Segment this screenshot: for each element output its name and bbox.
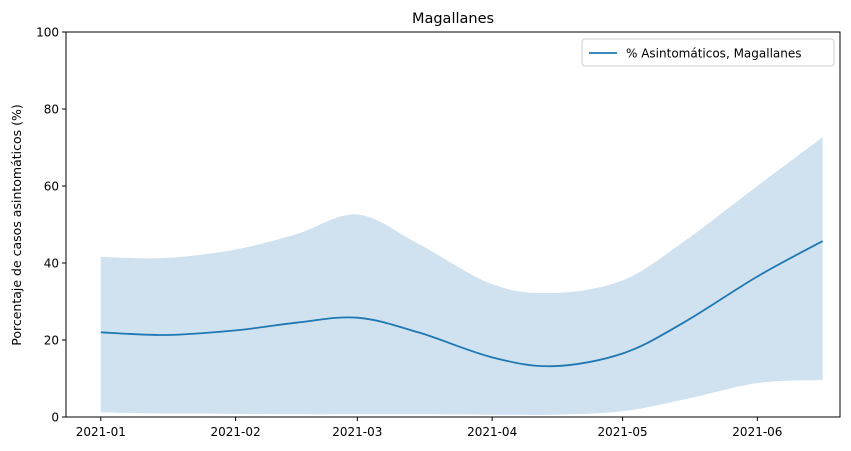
y-axis: 0 20 40 60 80 100 <box>36 25 66 424</box>
y-tick-label: 0 <box>51 410 59 424</box>
x-tick-label: 2021-03 <box>332 425 382 439</box>
x-tick-label: 2021-01 <box>76 425 126 439</box>
x-axis: 2021-01 2021-02 2021-03 2021-04 2021-05 2021-… <box>76 417 782 439</box>
x-tick-label: 2021-02 <box>211 425 261 439</box>
y-tick-label: 20 <box>44 333 59 347</box>
legend-entry-label: % Asintomáticos, Magallanes <box>626 47 802 61</box>
y-tick-label: 100 <box>36 25 59 39</box>
x-tick-label: 2021-06 <box>732 425 782 439</box>
chart-title: Magallanes <box>412 11 494 27</box>
y-axis-label: Porcentaje de casos asintomáticos (%) <box>9 104 24 346</box>
confidence-band <box>100 137 823 415</box>
series-line <box>100 240 824 368</box>
y-tick-label: 60 <box>44 179 59 193</box>
x-tick-label: 2021-05 <box>598 425 648 439</box>
x-tick-label: 2021-04 <box>467 425 517 439</box>
plot-frame <box>65 31 841 418</box>
y-tick-label: 40 <box>44 256 59 270</box>
legend[interactable]: % Asintomáticos, Magallanes <box>581 38 835 67</box>
y-tick-label: 80 <box>44 102 59 116</box>
legend-box <box>581 38 835 67</box>
plot-area <box>100 137 824 415</box>
